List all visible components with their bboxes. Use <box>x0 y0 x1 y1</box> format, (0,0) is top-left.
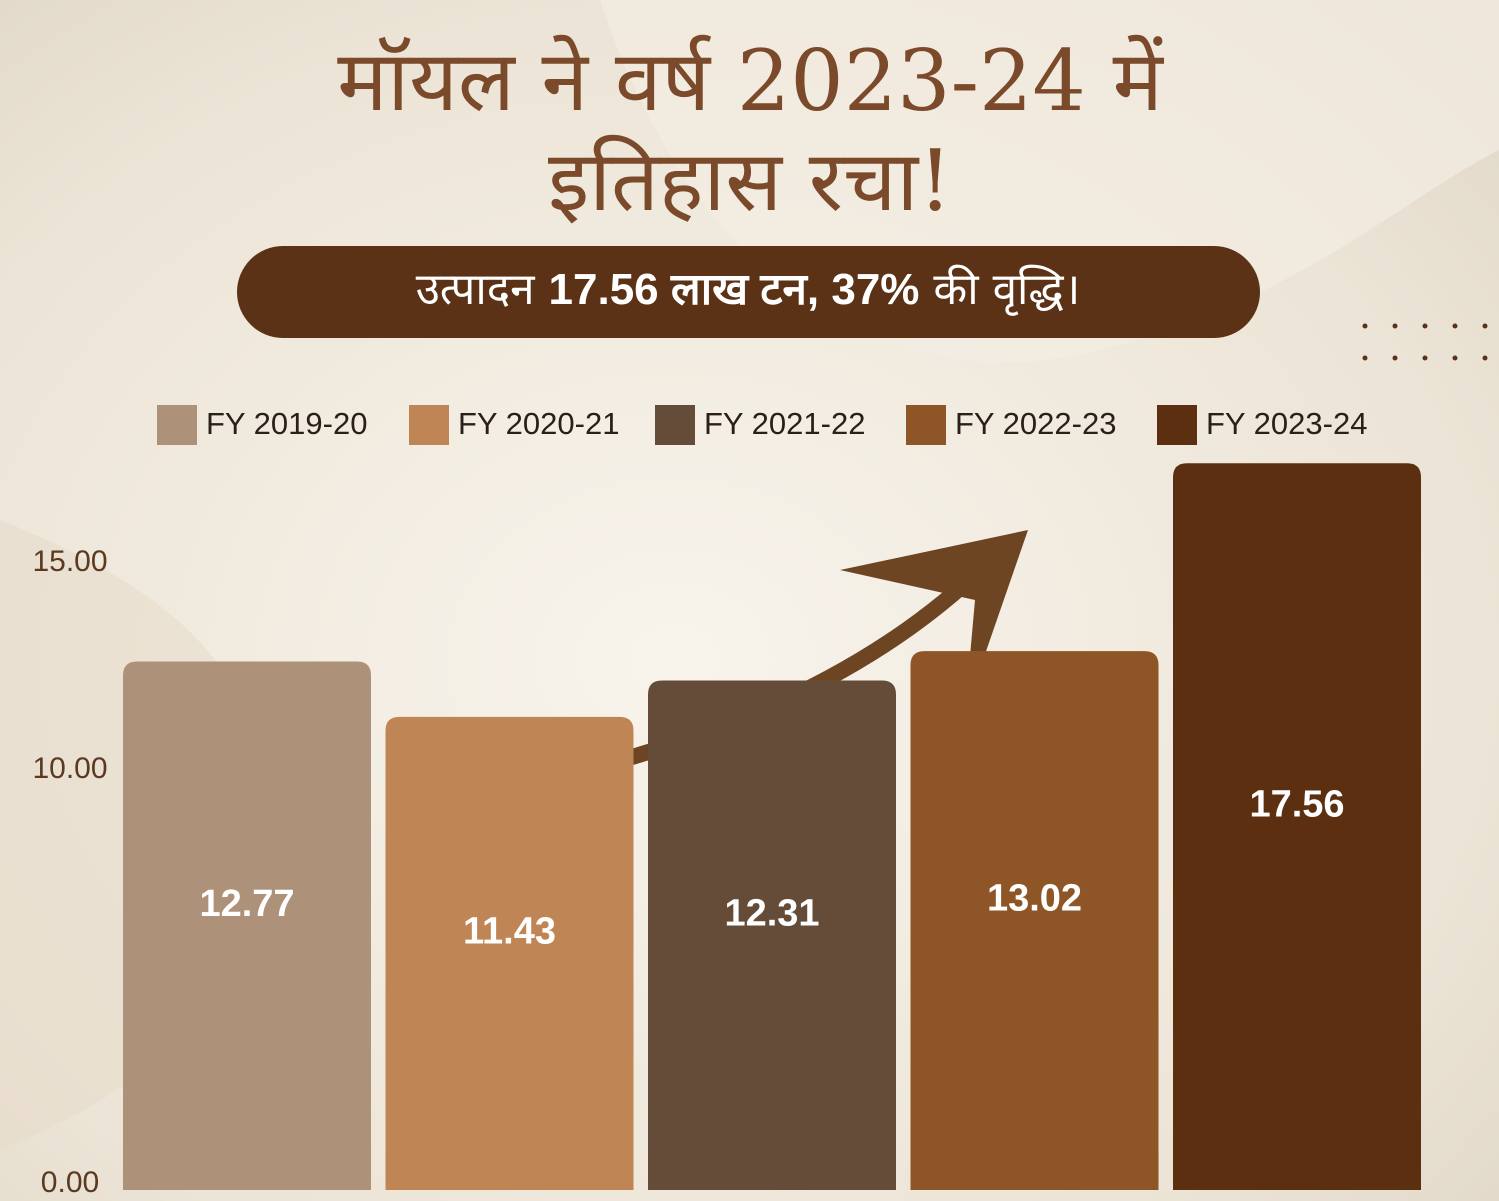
dots <box>1362 323 1488 361</box>
value-label: 11.43 <box>463 910 556 952</box>
bar <box>910 651 1159 1190</box>
subtitle: उत्पादन 17.56 लाख टन, 37% की वृद्धि। <box>416 264 1081 316</box>
bar <box>123 661 371 1190</box>
value-label: 12.77 <box>199 883 294 925</box>
subtitle-prefix: उत्पादन <box>416 264 536 315</box>
legend-swatch <box>409 405 449 445</box>
legend-label: FY 2021-22 <box>704 406 865 441</box>
legend-swatch <box>655 405 695 445</box>
legend-label: FY 2019-20 <box>206 406 367 441</box>
y-tick-label: 0.00 <box>41 1166 99 1199</box>
legend-swatch <box>1157 405 1197 445</box>
value-label: 17.56 <box>1249 784 1344 826</box>
trend-arrow-head <box>840 530 1028 712</box>
legend-label: FY 2020-21 <box>458 406 619 441</box>
chart-title: मॉयल ने वर्ष 2023-24 में इतिहास रचा! <box>337 32 1164 230</box>
value-label: 12.31 <box>724 892 819 934</box>
bar <box>648 680 896 1190</box>
legend-swatch <box>906 405 946 445</box>
subtitle-pill <box>237 246 1260 338</box>
subtitle-suffix: की वृद्धि। <box>933 264 1080 316</box>
legend-label: FY 2022-23 <box>955 406 1116 441</box>
value-label: 13.02 <box>987 878 1082 920</box>
subtitle-highlight: 17.56 लाख टन, 37% <box>549 265 920 314</box>
bar <box>1173 463 1421 1190</box>
bar <box>385 716 634 1190</box>
legend-swatch <box>157 405 197 445</box>
y-tick-label: 10.00 <box>32 752 107 785</box>
y-tick-label: 15.00 <box>32 545 107 578</box>
legend-label: FY 2023-24 <box>1206 406 1367 441</box>
